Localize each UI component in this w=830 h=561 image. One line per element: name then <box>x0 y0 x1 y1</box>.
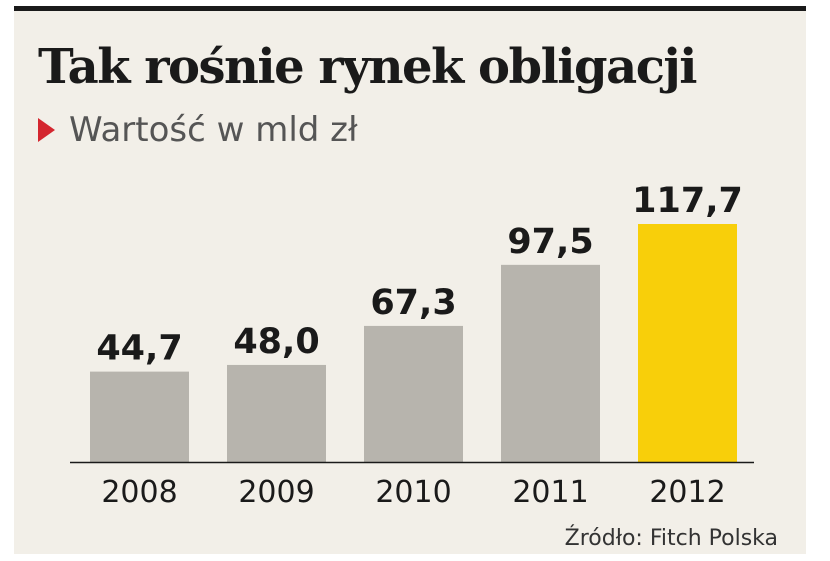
bar-chart: 44,7 2008 48,0 2009 67,3 2010 97,5 2011 117,7 201… <box>70 181 754 510</box>
bar-2012 <box>638 224 737 462</box>
category-label-2008: 2008 <box>101 475 177 510</box>
category-label-2009: 2009 <box>238 475 314 510</box>
subtitle-text: Wartość w mld zł <box>69 110 358 150</box>
chart-subtitle: Wartość w mld zł <box>38 113 358 147</box>
bar-2010 <box>364 325 463 462</box>
category-label-2012: 2012 <box>649 475 725 510</box>
category-label-2011: 2011 <box>512 475 588 510</box>
chart-panel: Tak rośnie rynek obligacji Wartość w mld… <box>14 6 806 554</box>
triangle-marker-icon <box>38 118 55 142</box>
value-label-2010: 67,3 <box>370 283 456 323</box>
bar-2011 <box>501 264 600 462</box>
value-label-2011: 97,5 <box>507 222 593 262</box>
chart-title: Tak rośnie rynek obligacji <box>38 39 698 95</box>
value-label-2012: 117,7 <box>632 181 743 221</box>
category-label-2010: 2010 <box>375 475 451 510</box>
value-label-2009: 48,0 <box>233 322 319 362</box>
source-note: Źródło: Fitch Polska <box>564 526 778 551</box>
bar-2009 <box>227 364 326 462</box>
value-label-2008: 44,7 <box>96 329 182 369</box>
bar-2008 <box>90 371 189 462</box>
